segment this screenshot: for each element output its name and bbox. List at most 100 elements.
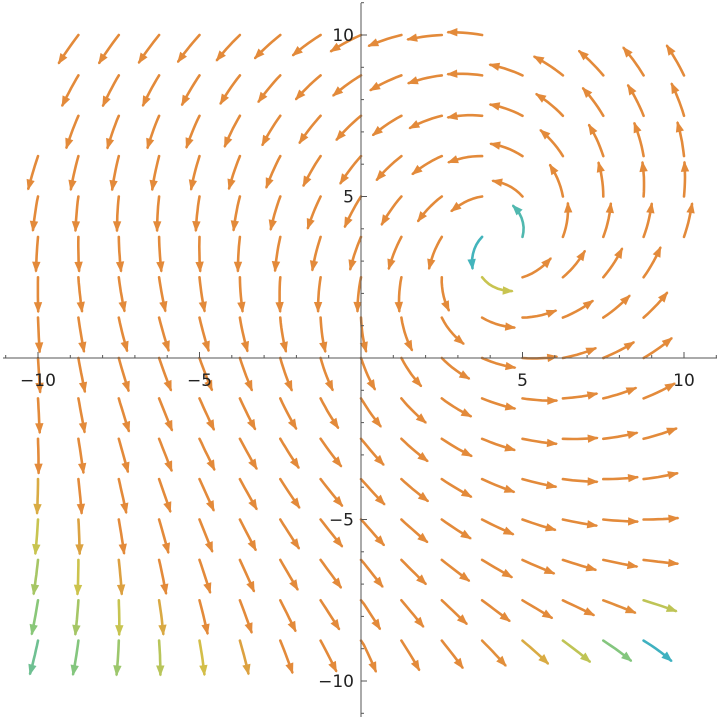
arrow-head — [204, 379, 213, 392]
arrow-head — [192, 221, 201, 233]
arrow-head — [230, 220, 239, 232]
arrow-head — [581, 87, 593, 98]
arrow-head — [417, 532, 429, 544]
arrow-head — [339, 173, 349, 185]
arrow-head — [306, 218, 315, 230]
arrow-head — [328, 660, 337, 673]
arrow-head — [374, 494, 386, 506]
arrow-head — [664, 382, 676, 392]
arrow-head — [671, 82, 680, 95]
arrow-head — [387, 258, 396, 271]
arrow-head — [275, 301, 284, 314]
arrow-head — [242, 663, 251, 676]
arrow-head — [156, 261, 165, 273]
arrow-head — [30, 584, 40, 596]
arrow-head — [666, 427, 678, 436]
arrow-head — [411, 164, 423, 175]
arrow-head — [118, 543, 127, 555]
arrow-head — [215, 50, 226, 62]
arrow-head — [268, 219, 277, 231]
arrow-head — [265, 177, 274, 189]
arrow-head — [446, 69, 458, 78]
arrow-head — [489, 141, 501, 150]
arrow-head — [545, 481, 558, 490]
arrow-head — [120, 502, 129, 515]
arrow-head — [626, 430, 639, 439]
arrow-head — [622, 46, 633, 58]
arrow-head — [122, 420, 131, 433]
arrow-head — [332, 495, 344, 507]
arrow-head — [29, 623, 38, 636]
arrow-head — [78, 381, 88, 394]
arrow-head — [461, 448, 473, 457]
arrow-head — [541, 257, 552, 269]
arrow-head — [586, 520, 599, 529]
arrow-head — [198, 301, 207, 313]
arrow-head — [639, 160, 648, 173]
arrow-head — [410, 659, 420, 672]
arrow-head — [348, 259, 357, 271]
arrow-head — [504, 322, 517, 331]
arrow-head — [546, 438, 558, 448]
arrow-head — [29, 220, 39, 232]
arrow-head — [76, 503, 86, 515]
arrow-head — [332, 577, 342, 589]
arrow-head — [248, 458, 258, 471]
arrow-head — [332, 456, 343, 468]
arrow-head — [116, 584, 126, 596]
arrow-head — [298, 132, 309, 145]
arrow-head — [159, 300, 168, 313]
arrow-head — [504, 443, 517, 452]
arrow-head — [188, 179, 197, 191]
arrow-head — [416, 574, 427, 586]
y-tick-label: −5 — [329, 511, 354, 531]
arrow-head — [106, 137, 115, 150]
arrow-head — [652, 246, 662, 258]
arrow-head — [511, 204, 523, 216]
arrow-head — [34, 463, 43, 475]
arrow-head — [586, 391, 599, 400]
arrow-head — [453, 334, 465, 345]
arrow-head — [368, 661, 377, 673]
arrow-head — [661, 651, 673, 662]
arrow-head — [585, 563, 598, 572]
arrow-head — [199, 664, 208, 677]
arrow-head — [564, 201, 573, 213]
arrow-head — [460, 488, 473, 498]
arrow-head — [549, 163, 559, 176]
arrow-head — [75, 544, 84, 556]
arrow-head — [61, 95, 71, 108]
arrow-head — [244, 622, 253, 634]
arrow-head — [367, 38, 380, 47]
y-tick-label: 5 — [343, 188, 354, 208]
arrow-head — [35, 382, 44, 394]
arrow-head — [667, 471, 679, 480]
arrow-head — [588, 123, 598, 136]
arrow-head — [203, 582, 212, 594]
arrow-head — [627, 474, 640, 483]
arrow-head — [227, 178, 236, 191]
arrow-head — [587, 477, 599, 486]
arrow-head — [502, 286, 514, 295]
arrow-head — [359, 341, 368, 353]
arrow-head — [164, 460, 173, 473]
arrow-head — [287, 418, 297, 431]
axis-ticks: −10 −5 5 10 −10 −5 5 10 — [5, 2, 717, 714]
arrow-head — [503, 484, 516, 493]
arrow-head — [585, 347, 598, 356]
arrow-head — [163, 501, 172, 514]
arrow-head — [460, 529, 472, 540]
arrow-head — [624, 605, 637, 614]
arrow-head — [115, 261, 125, 273]
arrow-head — [177, 51, 187, 64]
arrow-head — [146, 137, 155, 150]
arrow-head — [287, 620, 297, 633]
arrow-head — [353, 301, 362, 313]
arrow-head — [279, 341, 288, 353]
arrow-head — [291, 46, 303, 57]
arrow-head — [248, 498, 258, 511]
arrow-head — [185, 137, 194, 149]
arrow-head — [244, 379, 253, 392]
arrow-head — [294, 89, 306, 101]
arrow-head — [583, 607, 596, 616]
